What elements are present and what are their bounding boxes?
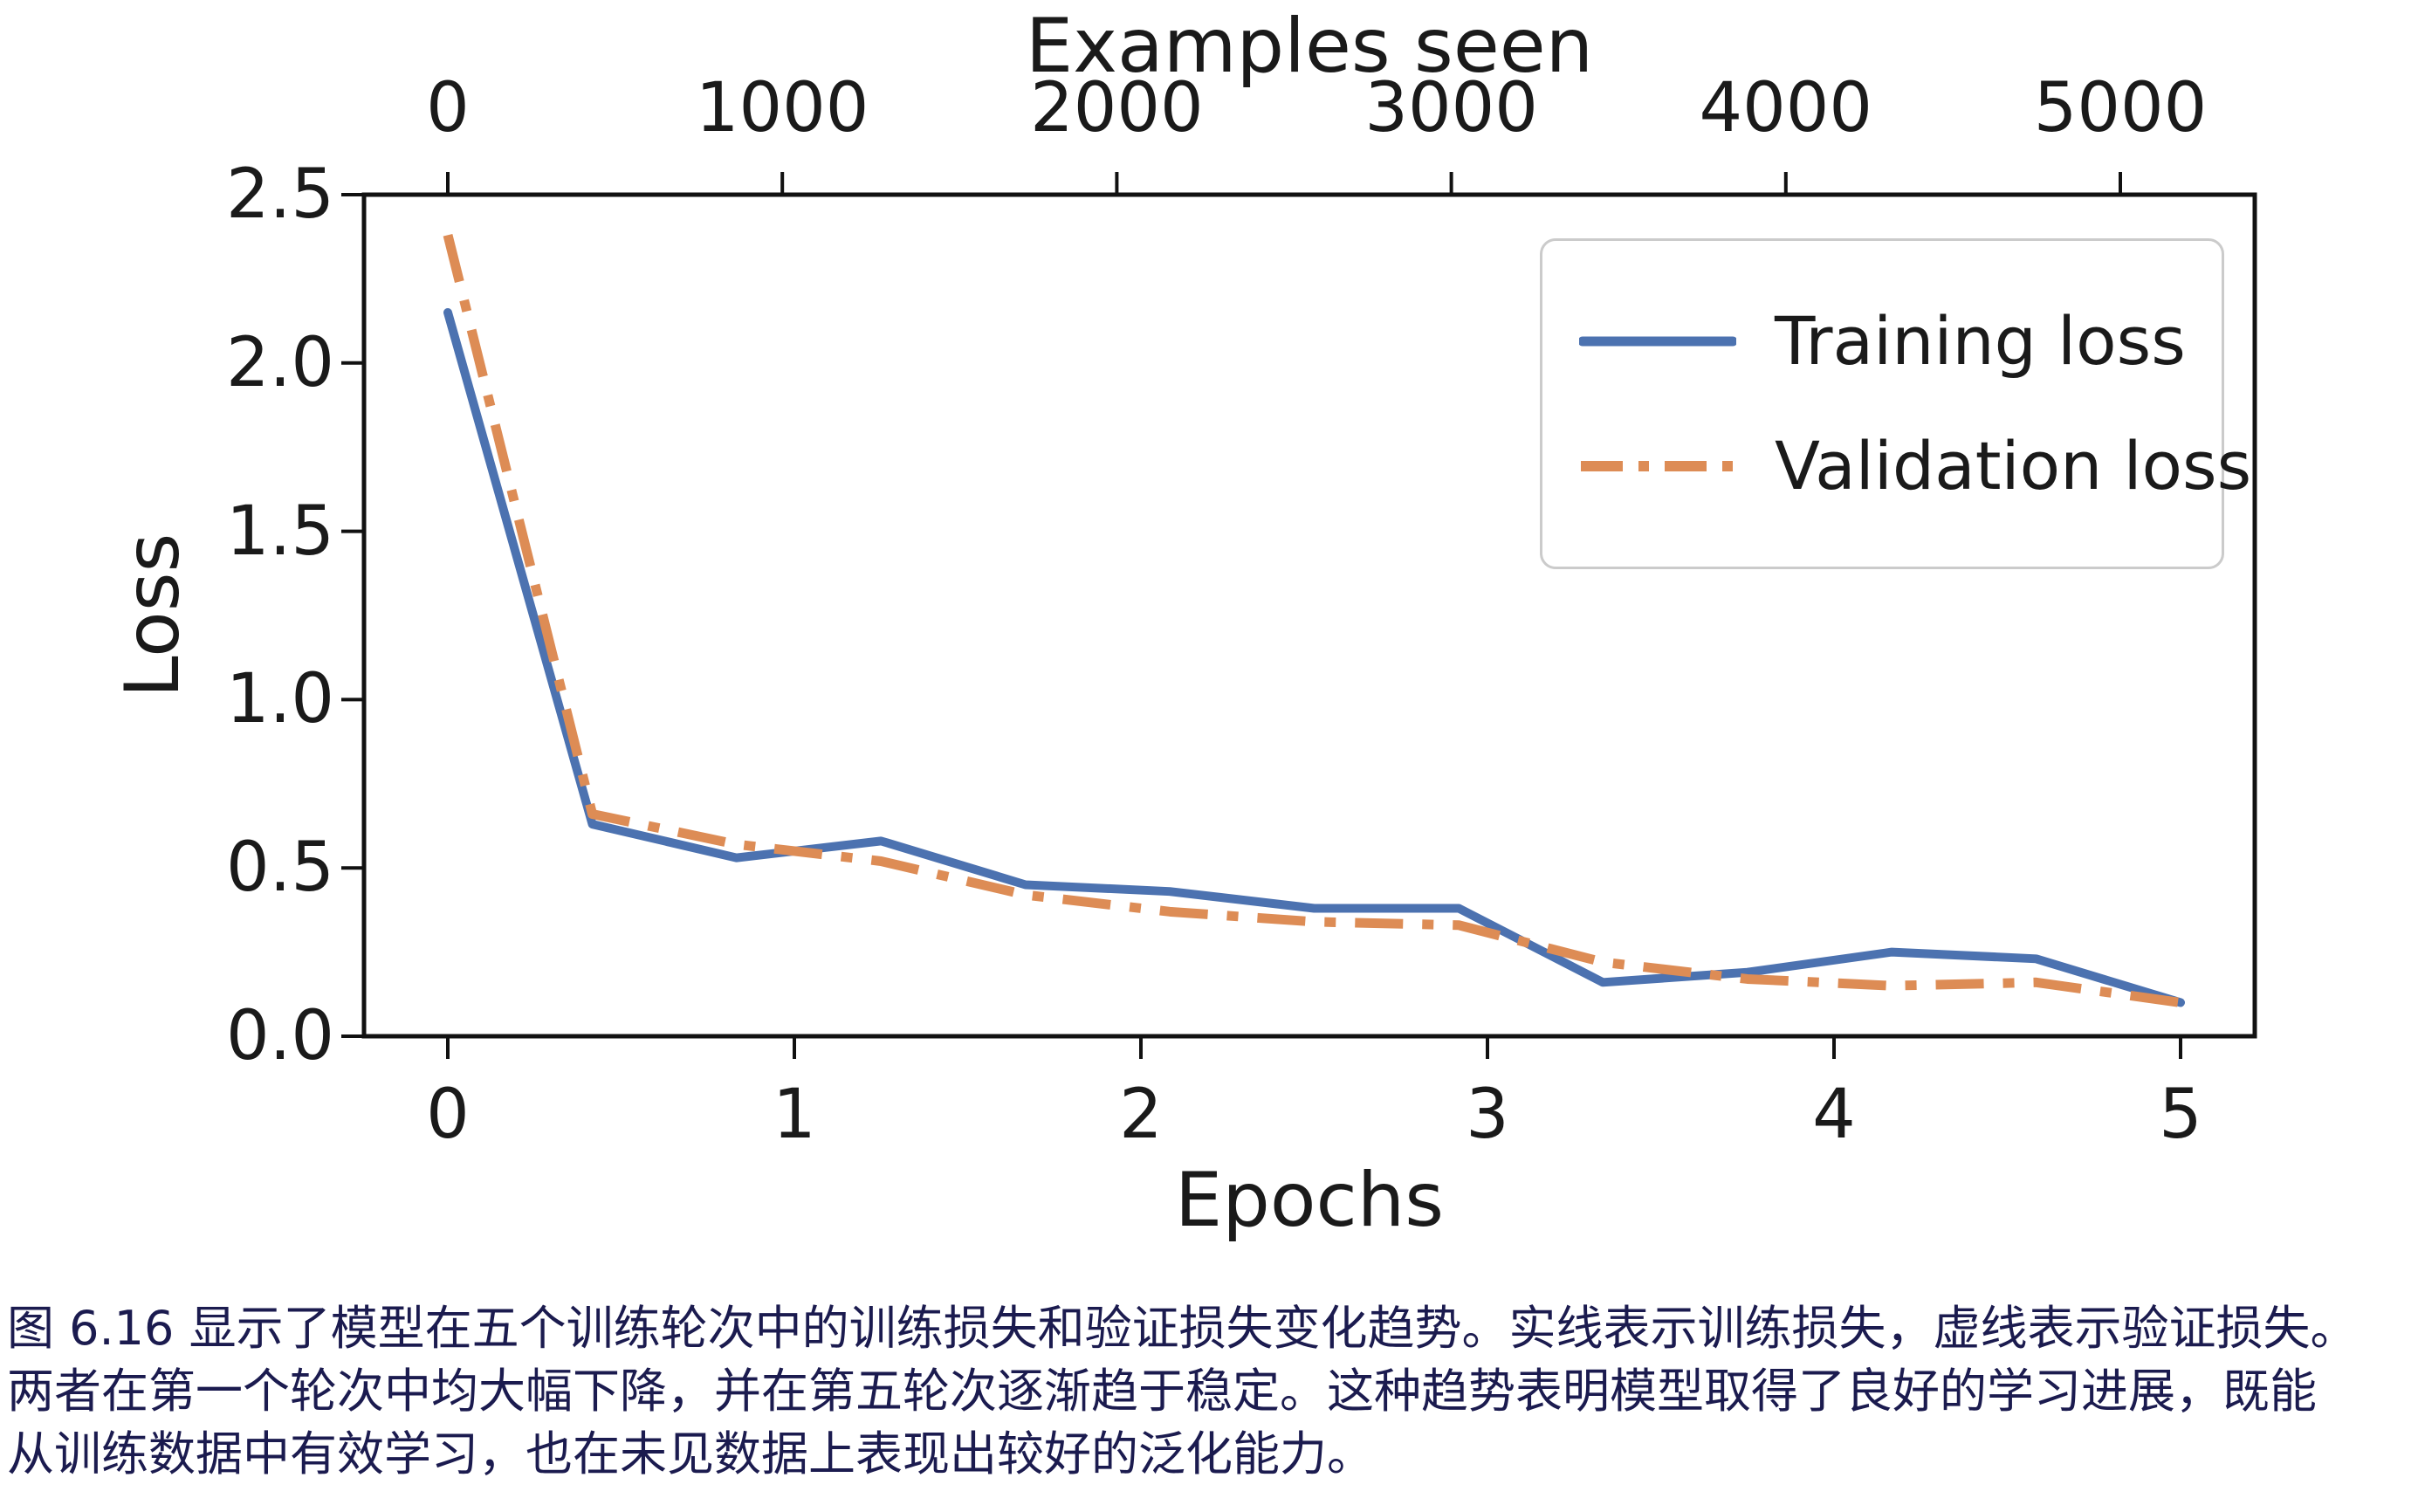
axes-spines — [361, 192, 2257, 1039]
legend-label-validation: Validation loss — [1775, 427, 2252, 505]
top-tick-label: 0 — [426, 69, 470, 148]
x-tick-label: 5 — [2159, 1076, 2202, 1154]
x-tick-label: 3 — [1466, 1076, 1509, 1154]
loss-chart-canvas — [341, 172, 2257, 1059]
top-tick-label: 4000 — [1699, 69, 1873, 148]
figure-caption: 图 6.16 显示了模型在五个训练轮次中的训练损失和验证损失变化趋势。实线表示训… — [7, 1297, 2413, 1486]
legend-box: Training loss Validation loss — [1540, 238, 2251, 569]
x-tick-label: 4 — [1812, 1076, 1856, 1154]
validation-line-swatch — [1581, 461, 1735, 471]
training-line-swatch — [1579, 336, 1736, 347]
x-axis-title: Epochs — [1174, 1157, 1445, 1244]
y-tick-label: 1.0 — [225, 660, 334, 739]
caption-line-3: 从训练数据中有效学习，也在未见数据上表现出较好的泛化能力。 — [7, 1426, 1374, 1481]
x-tick-label: 1 — [773, 1076, 816, 1154]
top-tick-label: 1000 — [695, 69, 869, 148]
y-tick-label: 1.5 — [225, 491, 334, 571]
x-tick-label: 0 — [426, 1076, 470, 1154]
top-tick-label: 5000 — [2033, 69, 2208, 148]
legend-label-training: Training loss — [1775, 302, 2186, 380]
top-tick-label: 3000 — [1364, 69, 1538, 148]
top-axis-title: Examples seen — [1025, 3, 1594, 90]
caption-line-2: 两者在第一个轮次中均大幅下降，并在第五轮次逐渐趋于稳定。这种趋势表明模型取得了良… — [7, 1364, 2317, 1419]
legend-entry-training: Training loss — [1579, 308, 2204, 375]
caption-line-1: 图 6.16 显示了模型在五个训练轮次中的训练损失和验证损失变化趋势。实线表示训… — [7, 1301, 2358, 1356]
y-tick-label: 0.0 — [225, 997, 334, 1076]
training-loss-line — [443, 307, 2185, 1007]
y-tick-label: 2.5 — [225, 155, 334, 234]
y-tick-label: 0.5 — [225, 828, 334, 908]
x-tick-label: 2 — [1119, 1076, 1163, 1154]
y-tick-label: 2.0 — [225, 323, 334, 402]
top-tick-label: 2000 — [1030, 69, 1204, 148]
legend-entry-validation: Validation loss — [1579, 433, 2251, 499]
